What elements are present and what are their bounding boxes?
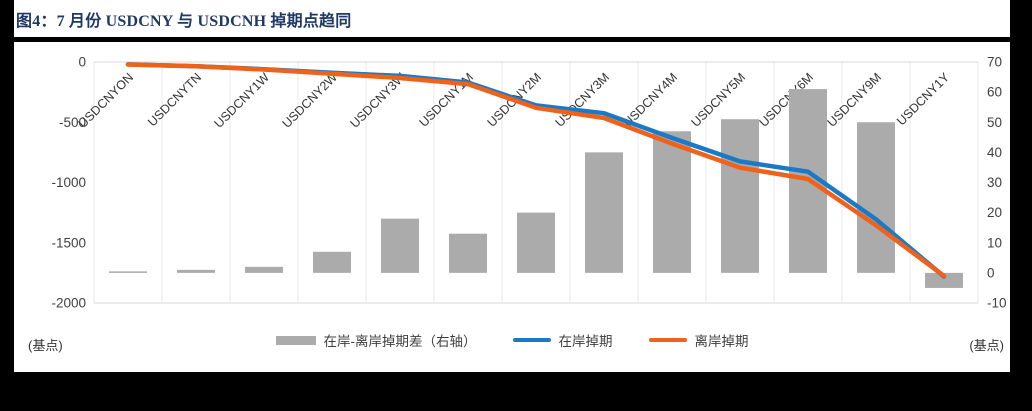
diff-bar: [925, 272, 963, 288]
legend-item-diff: 在岸-离岸掉期差（右轴）: [275, 330, 477, 350]
left-axis-tick: -1000: [51, 175, 86, 190]
diff-bar: [449, 233, 487, 273]
line-swatch-icon: [648, 337, 687, 343]
category-label: USDCNY1Y: [894, 70, 953, 129]
category-label: USDCNY3M: [553, 70, 613, 130]
left-axis-tick: -2000: [51, 296, 86, 311]
legend-item-offshore: 离岸掉期: [648, 330, 749, 350]
right-axis-tick: 50: [987, 115, 1002, 130]
bar-swatch-icon: [275, 335, 316, 345]
left-axis-tick: -1500: [51, 235, 86, 250]
diff-bar: [653, 131, 691, 273]
diff-bar: [585, 152, 623, 273]
diff-bar: [721, 119, 759, 273]
diff-bar: [517, 212, 555, 273]
legend-label-diff: 在岸-离岸掉期差（右轴）: [323, 334, 477, 349]
legend-label-offshore: 离岸掉期: [694, 334, 749, 349]
legend-item-onshore: 在岸掉期: [512, 330, 613, 350]
diff-bar: [109, 271, 147, 273]
diff-bar: [177, 269, 215, 273]
right-axis-tick: 30: [987, 175, 1002, 190]
right-axis-tick: -10: [987, 296, 1007, 311]
diff-bar: [381, 218, 419, 273]
right-axis-tick: 70: [987, 55, 1002, 70]
line-swatch-icon: [512, 337, 551, 343]
category-label: USDCNYTN: [145, 70, 204, 129]
right-axis-tick: 0: [987, 265, 995, 280]
chart-card: 0 -500 -1000 -1500 -2000 70 60 50 40 30 20 10 0 -10 US…: [14, 42, 1010, 372]
chart-plot: 0 -500 -1000 -1500 -2000 70 60 50 40 30 20 10 0 -10 US…: [51, 55, 1007, 311]
right-axis-tick: 60: [987, 85, 1002, 100]
category-label: USDCNY2W: [280, 70, 341, 131]
left-axis-tick: 0: [78, 55, 86, 70]
left-axis-tick: -500: [59, 115, 86, 130]
left-axis-unit-label: (基点): [28, 338, 63, 353]
right-axis-unit-label: (基点): [969, 338, 1004, 353]
category-label: USDCNYON: [76, 70, 136, 130]
offshore-swap-line: [125, 62, 947, 279]
right-axis-tick: 20: [987, 205, 1002, 220]
category-label: USDCNY1W: [212, 70, 273, 131]
header-band: 图4：7 月份 USDCNY 与 USDCNH 掉期点趋同: [14, 0, 1010, 37]
diff-bar: [313, 251, 351, 273]
diff-bar: [857, 122, 895, 273]
right-axis-tick: 40: [987, 145, 1002, 160]
diff-bar: [245, 266, 283, 273]
chart-legend: 在岸-离岸掉期差（右轴） 在岸掉期 离岸掉期: [14, 330, 1010, 350]
right-axis-tick: 10: [987, 235, 1002, 250]
legend-label-onshore: 在岸掉期: [558, 334, 613, 349]
category-label: USDCNY9M: [825, 70, 885, 130]
chart-title: 图4：7 月份 USDCNY 与 USDCNH 掉期点趋同: [16, 13, 352, 30]
